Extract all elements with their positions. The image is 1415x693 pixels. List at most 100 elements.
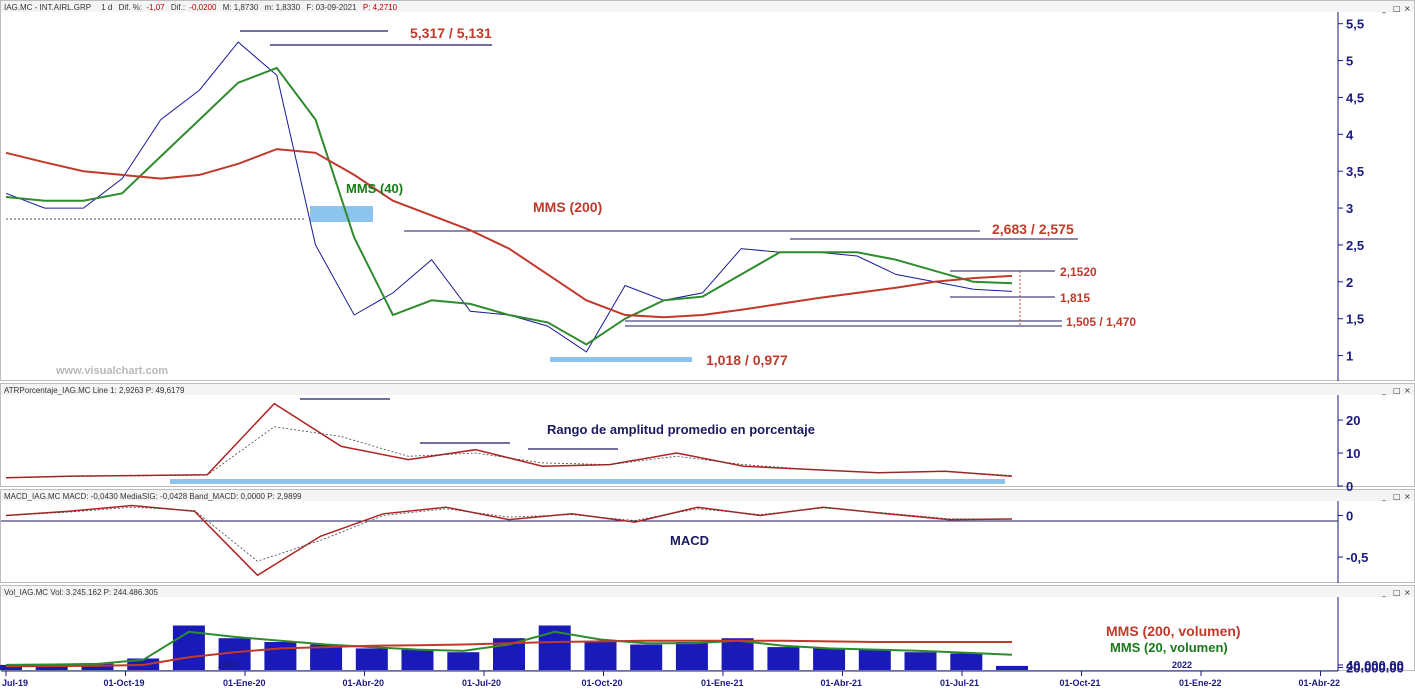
y-tick-label: -0,5 [1346,550,1368,565]
y-tick-label: 1,5 [1346,312,1364,327]
x-tick-label: 01-Jul-21 [940,678,979,688]
label-s2: 1,505 / 1,470 [1066,315,1136,329]
volume-bar [264,642,297,670]
label-mms40: MMS (40) [346,181,403,196]
x-tick-label: 01-Abr-21 [821,678,863,688]
y-tick-label: 0 [1346,509,1353,524]
maximize-icon[interactable]: □ [1393,386,1401,395]
y-tick-label: 20 [1346,413,1360,428]
minimize-icon[interactable]: _ [1381,4,1387,13]
support-band [310,206,373,222]
y-tick-label: 0 [1346,479,1353,494]
header-symbol: IAG.MC - INT.AIRL.GRP [4,3,91,12]
maximize-icon[interactable]: □ [1393,588,1401,597]
y-tick-label: 2 [1346,275,1353,290]
label-low: 1,018 / 0,977 [706,352,788,368]
volume-bar [355,648,388,670]
label-mms200: MMS (200) [533,199,602,215]
main-panel-header: IAG.MC - INT.AIRL.GRP 1 d Dif. %: -1,07 … [4,3,398,12]
volume-bar [401,649,434,670]
maximize-icon[interactable]: □ [1393,4,1401,13]
x-tick-label: 01-Oct-20 [582,678,623,688]
volume-bar [950,653,983,670]
macd-panel-header: MACD_IAG.MC MACD: -0,0430 MediaSIG: -0,0… [4,492,302,501]
close-icon[interactable]: × [1404,588,1411,597]
x-tick-label: Jul-19 [2,678,28,688]
header-min: m: 1,8330 [265,3,301,12]
x-tick-label: 01-Oct-19 [104,678,145,688]
atr-panel-header: ATRPorcentaje_IAG.MC Line 1: 2,9263 P: 4… [4,386,185,395]
volume-bar [904,652,937,670]
x-tick-label: 01-Abr-20 [343,678,385,688]
header-dif-pct: -1,07 [146,3,165,12]
header-dif-label: Dif.: [171,3,185,12]
header-max: M: 1,8730 [223,3,259,12]
macd-signal-line [5,506,1013,562]
vol-window-controls: _ □ × [1381,588,1411,597]
header-dif-pct-label: Dif. %: [119,3,143,12]
annotations: 5,317 / 5,131 2,683 / 2,575 2,1520 1,815… [55,25,1241,670]
label-vol200: MMS (200, volumen) [1106,623,1241,639]
label-macd-title: MACD [670,533,709,548]
volume-bar [721,638,754,670]
volume-bar [675,642,708,670]
y-tick-label: 10 [1346,446,1360,461]
volume-bar [310,644,343,670]
macd-window-controls: _ □ × [1381,492,1411,501]
header-price: P: 4,2710 [363,3,398,12]
close-icon[interactable]: × [1404,492,1411,501]
y-tick-label: 5 [1346,54,1353,69]
atr-window-controls: _ □ × [1381,386,1411,395]
y-tick-label: 4,5 [1346,90,1364,105]
mms40-line [5,66,1013,346]
y-axes: 1 1,5 2 2,5 3 3,5 4 4,5 5 5,5 0 10 20 0 -0,5 20.000.004… [1338,17,1404,676]
y-tick-label: 40.000.00 [1346,658,1404,673]
header-dif: -0,0200 [189,3,217,12]
volume-bar [0,664,22,670]
volume-bar [858,649,891,670]
y-tick-label: 5,5 [1346,17,1364,32]
header-interval: 1 d [101,3,112,12]
x-tick-label: 01-Jul-20 [462,678,501,688]
x-tick-label: 01-Oct-21 [1060,678,1101,688]
vol-mms20-line [5,630,1013,666]
main-window-controls: _ □ × [1381,4,1411,13]
vol-panel [0,625,1028,670]
minimize-icon[interactable]: _ [1381,588,1387,597]
reference-lines [6,30,1078,362]
close-icon[interactable]: × [1404,386,1411,395]
label-year-2022: 2022 [1172,660,1192,670]
atr-band [170,479,1005,484]
maximize-icon[interactable]: □ [1393,492,1401,501]
atr-line [5,402,1013,479]
close-icon[interactable]: × [1404,4,1411,13]
label-year-2020: 2020 [218,660,238,670]
label-vol20: MMS (20, volumen) [1110,640,1228,655]
vol-panel-header: Vol_IAG.MC Vol: 3.245.162 P: 244.486.305 [4,588,158,597]
y-tick-label: 3,5 [1346,164,1364,179]
volume-bar [813,648,846,670]
x-tick-label: 01-Ene-21 [701,678,744,688]
macd-panel [1,504,1338,577]
y-tick-label: 1 [1346,349,1353,364]
label-high: 5,317 / 5,131 [410,25,492,41]
vol-mms200-line [5,639,1012,668]
minimize-icon[interactable]: _ [1381,492,1387,501]
volume-bar [630,644,663,670]
mms200-line [5,148,1013,319]
volume-bar [584,642,617,670]
window-controls: _ □ × _ □ × _ □ × _ □ × [1381,4,1411,597]
x-tick-label: 01-Ene-20 [223,678,266,688]
volume-bar [35,664,68,670]
x-tick-label: 01-Abr-22 [1299,678,1341,688]
x-tick-label: 01-Ene-22 [1179,678,1222,688]
minimize-icon[interactable]: _ [1381,386,1387,395]
y-tick-label: 20.000.00 [1346,661,1404,676]
header-strips [1,1,1414,597]
atr-panel [5,398,1013,484]
watermark: www.visualchart.com [55,365,168,377]
label-s1: 1,815 [1060,291,1090,305]
x-axis: Jul-19 01-Oct-19 01-Ene-20 01-Abr-20 01-Jul-… [2,671,1340,688]
y-tick-label: 3 [1346,201,1353,216]
